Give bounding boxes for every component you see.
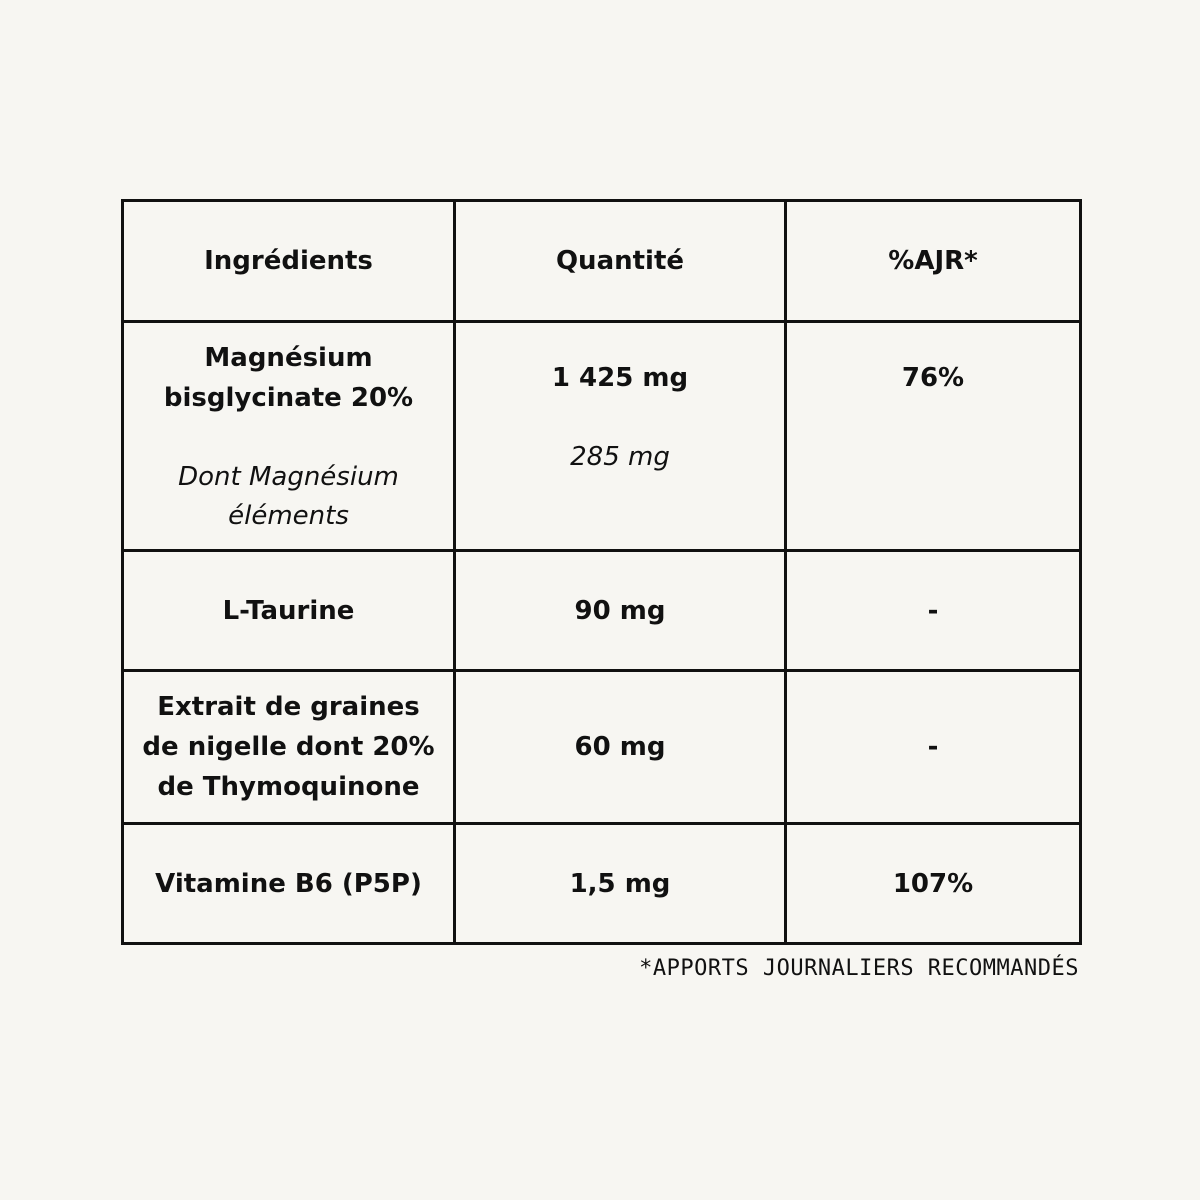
header-quantity: Quantité <box>453 199 787 323</box>
quantity-sub: 285 mg <box>570 442 670 472</box>
header-ajr: %AJR* <box>784 199 1082 323</box>
table-row: Vitamine B6 (P5P) 1,5 mg 107% <box>121 822 1082 945</box>
ajr-value: 107% <box>784 822 1082 945</box>
ajr-value: - <box>784 549 1082 672</box>
table-row: Magnésium bisglycinate 20% Dont Magnésium… <box>121 320 1082 552</box>
ajr-cell: 76% <box>784 320 1082 552</box>
quantity-value: 90 mg <box>453 549 787 672</box>
ingredient-name: Vitamine B6 (P5P) <box>121 822 456 945</box>
footnote: *APPORTS JOURNALIERS RECOMMANDÉS <box>639 956 1079 981</box>
ajr-value: - <box>784 669 1082 825</box>
quantity-value: 1,5 mg <box>453 822 787 945</box>
table-header-row: Ingrédients Quantité %AJR* <box>121 199 1082 323</box>
ajr-value: 76% <box>901 363 965 393</box>
quantity-cell: 1 425 mg 285 mg <box>453 320 787 552</box>
quantity-value: 60 mg <box>453 669 787 825</box>
quantity-value: 1 425 mg <box>551 363 689 393</box>
ingredient-name: Extrait de graines de nigelle dont 20% de … <box>121 669 456 825</box>
ingredient-sub: Dont Magnésium éléments <box>178 462 399 531</box>
ingredient-cell: Magnésium bisglycinate 20% Dont Magnésium… <box>121 320 456 552</box>
ingredient-name: L-Taurine <box>121 549 456 672</box>
header-ingredients: Ingrédients <box>121 199 456 323</box>
table-row: L-Taurine 90 mg - <box>121 549 1082 672</box>
ingredient-name: Magnésium bisglycinate 20% <box>163 343 414 413</box>
table-row: Extrait de graines de nigelle dont 20% de … <box>121 669 1082 825</box>
ingredients-table: Ingrédients Quantité %AJR* Magnésium bisg… <box>121 199 1082 945</box>
